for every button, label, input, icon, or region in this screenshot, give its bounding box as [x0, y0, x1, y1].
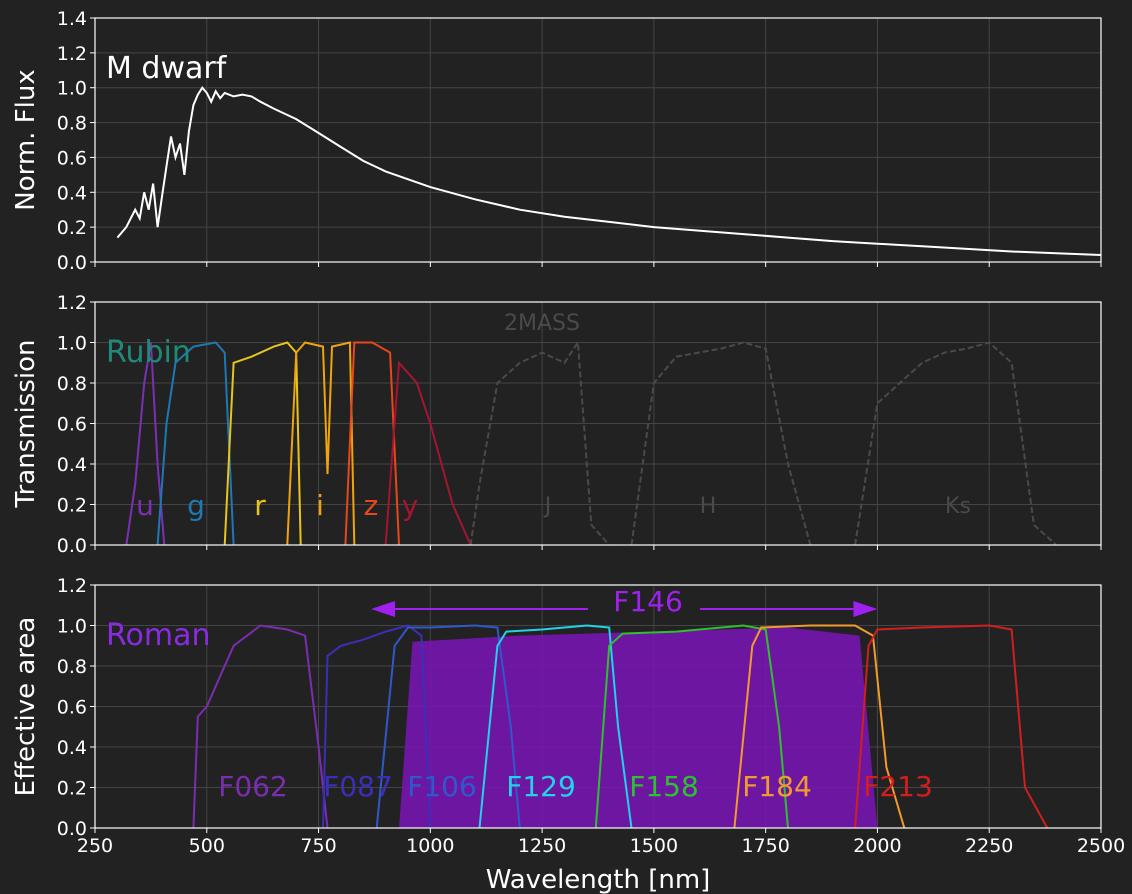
annotation-2mass: 2MASS	[504, 311, 580, 336]
x-tick-label: 500	[189, 835, 225, 857]
x-axis-label: Wavelength [nm]	[486, 865, 711, 894]
band-label-f158: F158	[629, 770, 699, 803]
x-tick-label: 250	[77, 835, 113, 857]
roman-panel: 0.0 0.2 0.4 0.6 0.8 1.0 1.2 250 500 750 1000 1250 15…	[11, 575, 1125, 894]
series-line-h	[630, 341, 812, 546]
band-label-f106: F106	[407, 770, 477, 803]
plot-area	[95, 18, 1101, 262]
y-tick-label: 0.8	[57, 113, 87, 135]
y-tick-label: 0.2	[57, 217, 87, 239]
panel-title: Roman	[106, 618, 210, 653]
x-tick-label: 1000	[406, 835, 454, 857]
y-tick-label: 1.2	[57, 575, 87, 597]
series-line-j	[469, 339, 610, 546]
x-tick-label: 1250	[518, 835, 566, 857]
arrow-head-right	[853, 601, 878, 617]
y-tick-label: 0.4	[57, 182, 87, 204]
series-line-f184	[733, 624, 906, 829]
mdwarf-panel: 0.0 0.2 0.4 0.6 0.8 1.0 1.2 1.4 Norm. Flux M dwar…	[11, 8, 1102, 274]
y-tick-label: 0.8	[57, 373, 87, 395]
x-tick-label: 2000	[853, 835, 901, 857]
y-tick-label: 0.6	[57, 697, 87, 719]
axes-frame	[94, 17, 1102, 263]
y-tick-label: 1.0	[57, 616, 87, 638]
band-label-r: r	[254, 489, 266, 522]
y-tick-label: 0.0	[57, 252, 87, 274]
panel-title: M dwarf	[106, 51, 228, 86]
band-label-g: g	[187, 489, 205, 522]
band-label-z: z	[364, 489, 379, 522]
band-label-u: u	[136, 489, 154, 522]
x-tick-label: 1750	[741, 835, 789, 857]
y-tick-label: 0.4	[57, 737, 87, 759]
series-line-g	[156, 341, 235, 546]
band-label-h: H	[700, 494, 717, 519]
y-tick-label: 1.4	[57, 8, 87, 30]
y-tick-label: 0.6	[57, 414, 87, 436]
x-tick-label: 2500	[1077, 835, 1125, 857]
band-f146-fill	[399, 627, 878, 828]
x-tick-label: 2250	[965, 835, 1013, 857]
band-label-i: i	[316, 489, 324, 522]
panel-title: Rubin	[106, 335, 191, 370]
x-tick-label: 1500	[630, 835, 678, 857]
y-axis-label: Effective area	[11, 617, 41, 797]
y-tick-label: 1.2	[57, 292, 87, 314]
band-label-ks: Ks	[945, 494, 971, 519]
band-label-y: y	[402, 489, 419, 522]
series-line-u	[125, 342, 166, 546]
series-line-spectrum	[116, 86, 1102, 256]
band-label-f062: F062	[218, 770, 288, 803]
y-tick-label: 0.2	[57, 495, 87, 517]
y-axis-label: Transmission	[11, 340, 41, 509]
y-tick-label: 1.0	[57, 78, 87, 100]
band-label-f146: F146	[613, 585, 683, 618]
series-line-f158	[594, 624, 789, 829]
y-axis-label: Norm. Flux	[11, 69, 41, 211]
band-label-f184: F184	[742, 770, 812, 803]
y-tick-label: 0.8	[57, 656, 87, 678]
series-line-i	[286, 341, 356, 546]
band-label-f129: F129	[506, 770, 576, 803]
x-tick-label: 750	[300, 835, 336, 857]
band-label-f087: F087	[323, 770, 393, 803]
band-label-j: J	[543, 494, 552, 519]
band-label-f213: F213	[863, 770, 933, 803]
arrow-head-left	[371, 601, 396, 617]
series-line-y	[384, 360, 472, 546]
y-tick-label: 0.0	[57, 818, 87, 840]
series-line-z	[344, 341, 400, 546]
rubin-panel: 0.0 0.2 0.4 0.6 0.8 1.0 1.2 Transmission Rubin u g…	[11, 292, 1102, 557]
series-line-f129	[478, 624, 633, 829]
series-line-f106	[375, 624, 521, 829]
y-tick-label: 1.0	[57, 333, 87, 355]
y-tick-label: 0.4	[57, 454, 87, 476]
y-tick-label: 0.2	[57, 778, 87, 800]
series-line-f062	[192, 624, 329, 829]
series-line-f213	[854, 624, 1049, 829]
series-line-ks	[854, 341, 1057, 546]
series-line-f087	[322, 624, 432, 829]
y-tick-label: 0.0	[57, 535, 87, 557]
y-tick-label: 0.6	[57, 147, 87, 169]
y-tick-label: 1.2	[57, 43, 87, 65]
